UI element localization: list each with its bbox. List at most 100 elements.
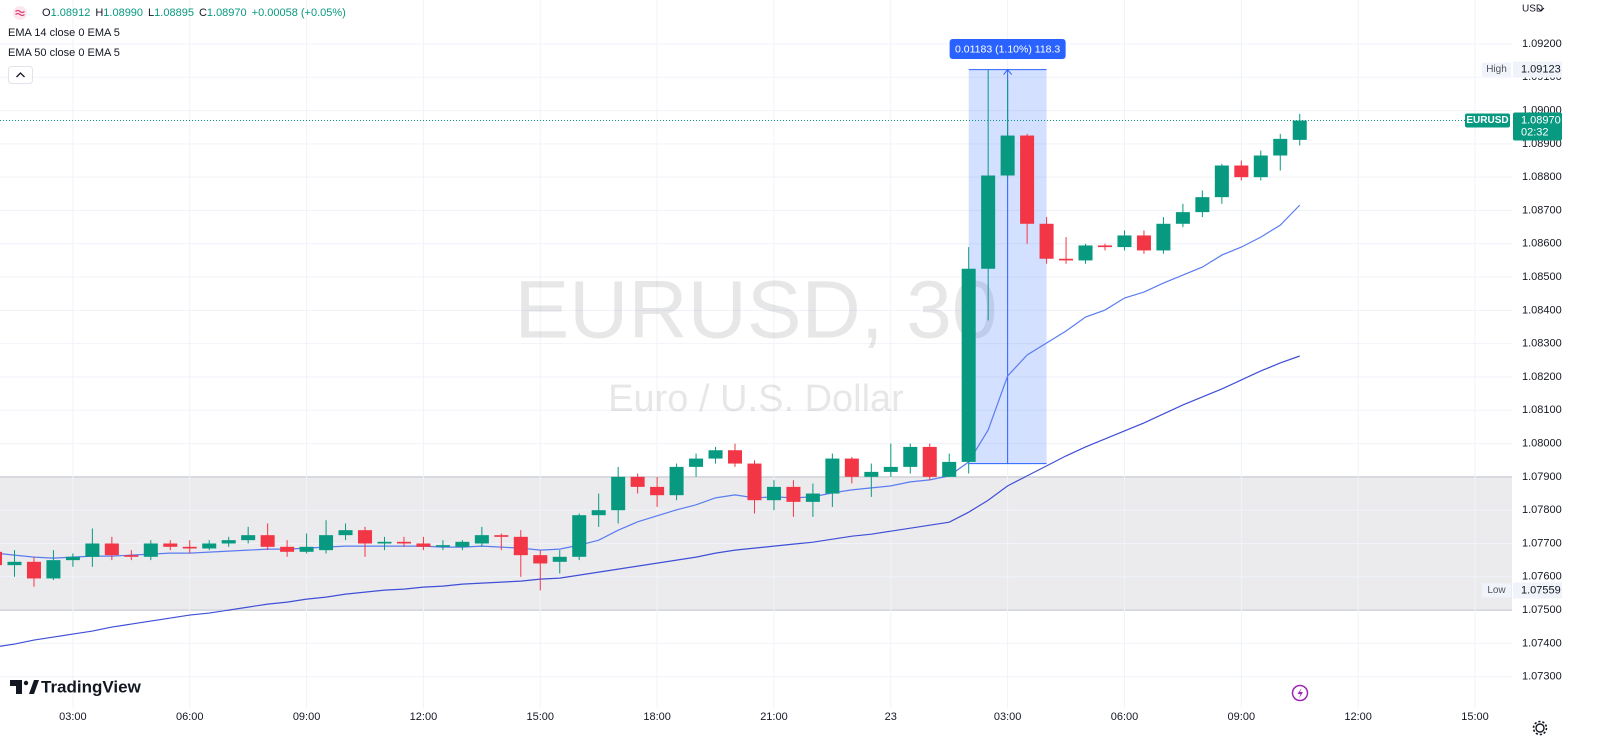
- candle-body: [7, 561, 22, 566]
- candle-body: [513, 536, 528, 556]
- candle-body: [1097, 245, 1113, 248]
- symbol-label: EURUSD: [1466, 115, 1508, 126]
- candle-body: [981, 175, 996, 269]
- candle-body: [124, 555, 139, 557]
- y-tick-label: 1.07800: [1522, 504, 1562, 516]
- marker-tag: High: [1486, 64, 1507, 75]
- candle-body: [864, 471, 879, 477]
- axis-layer: 1.07300 1.07400 1.07500 1.07600 1.07700 1.078…: [59, 38, 1562, 723]
- ohlc-key: C: [199, 7, 207, 19]
- candle-body: [104, 543, 119, 556]
- x-tick-label: 06:00: [176, 711, 204, 723]
- candle-body: [85, 543, 100, 557]
- x-tick-label: 03:00: [994, 711, 1022, 723]
- marker-tag-box: [1482, 583, 1511, 598]
- candle-body: [26, 561, 41, 579]
- candle-body: [942, 461, 957, 477]
- candle-body: [1253, 155, 1268, 178]
- candle-body: [280, 546, 295, 552]
- candle-body: [494, 535, 509, 537]
- ema-line: [0, 355, 1300, 647]
- x-tick-label: 03:00: [59, 711, 87, 723]
- candle-body: [552, 556, 567, 562]
- candle-body: [669, 466, 684, 496]
- watermark-subtitle: Euro / U.S. Dollar: [608, 378, 904, 420]
- candle-body: [1156, 223, 1171, 251]
- candle-body: [766, 486, 781, 501]
- candle-body: [182, 546, 197, 549]
- candle-body: [903, 446, 918, 467]
- candle-body: [299, 546, 314, 552]
- candle-body: [1000, 135, 1015, 176]
- ohlc-value: 1.08970: [207, 7, 247, 19]
- x-tick-label: 18:00: [643, 711, 671, 723]
- marker-tag: Low: [1487, 585, 1506, 596]
- ohlc-change: +0.00058 (+0.05%): [252, 7, 346, 19]
- y-tick-label: 1.07900: [1522, 471, 1562, 483]
- candle-body: [883, 466, 898, 472]
- y-tick-label: 1.08600: [1522, 238, 1562, 250]
- x-tick-label: 12:00: [410, 711, 438, 723]
- measure-label-box: [949, 39, 1066, 59]
- settings-icon[interactable]: [1532, 720, 1548, 736]
- y-tick-label: 1.08200: [1522, 371, 1562, 383]
- candle-body: [143, 543, 158, 557]
- x-tick-label: 15:00: [1461, 711, 1489, 723]
- candle-body: [591, 510, 606, 516]
- candle-body: [1136, 235, 1151, 251]
- y-tick-label: 1.08800: [1522, 171, 1562, 183]
- y-tick-label: 1.07400: [1522, 637, 1562, 649]
- watermark-title: EURUSD, 30: [514, 265, 997, 356]
- watermark-layer: EURUSD, 30 Euro / U.S. Dollar: [514, 265, 997, 420]
- x-tick-label: 09:00: [293, 711, 321, 723]
- candle-body: [241, 535, 256, 541]
- grid-layer: [0, 0, 1512, 708]
- brand-logo: TradingView: [41, 677, 142, 696]
- candle-body: [0, 551, 3, 566]
- price-label: 1.08970: [1521, 114, 1561, 126]
- ohlc-value: 1.08895: [154, 7, 194, 19]
- candle-body: [1273, 138, 1288, 156]
- candle-body: [1214, 165, 1229, 198]
- candle-body: [533, 555, 548, 564]
- x-tick-label: 21:00: [760, 711, 788, 723]
- candle-body: [1078, 245, 1093, 261]
- candle-body: [1059, 258, 1074, 261]
- collapse-button[interactable]: [8, 66, 33, 84]
- candle-body: [1234, 165, 1249, 178]
- marker-tag-box: [1482, 62, 1511, 77]
- y-tick-label: 1.07600: [1522, 571, 1562, 583]
- y-tick-label: 1.07300: [1522, 671, 1562, 683]
- candle-body: [630, 476, 645, 487]
- candle-body: [221, 540, 236, 544]
- ohlc-key: H: [95, 7, 103, 19]
- candle-body: [358, 530, 373, 544]
- marker-value-box: [1513, 582, 1562, 599]
- y-tick-label: 1.08400: [1522, 304, 1562, 316]
- events-icon[interactable]: [1291, 684, 1309, 702]
- candle-body: [572, 515, 587, 557]
- y-tick-label: 1.07500: [1522, 604, 1562, 616]
- candle-body: [1175, 212, 1190, 224]
- x-tick-label: 15:00: [527, 711, 555, 723]
- candle-body: [46, 560, 61, 579]
- ohlc-value: 1.08990: [103, 7, 143, 19]
- candle-body: [65, 556, 80, 561]
- marker-value: 1.07559: [1521, 584, 1561, 596]
- candle-body: [1117, 235, 1132, 248]
- marker-value: 1.09123: [1521, 64, 1561, 76]
- indicator-legend[interactable]: EMA 14 close 0 EMA 5: [8, 27, 120, 39]
- indicator-legend[interactable]: EMA 50 close 0 EMA 5: [8, 47, 120, 59]
- candle-body: [747, 463, 762, 501]
- candles-layer: [0, 69, 1307, 591]
- candle-body: [1039, 223, 1054, 259]
- candle-body: [338, 530, 353, 536]
- y-tick-label: 1.08300: [1522, 338, 1562, 350]
- y-tick-label: 1.08100: [1522, 404, 1562, 416]
- currency-label[interactable]: USD: [1522, 4, 1543, 15]
- candle-body: [922, 446, 937, 477]
- x-tick-label: 06:00: [1111, 711, 1139, 723]
- x-tick-label: 12:00: [1344, 711, 1372, 723]
- currency-chevron[interactable]: [1537, 7, 1545, 12]
